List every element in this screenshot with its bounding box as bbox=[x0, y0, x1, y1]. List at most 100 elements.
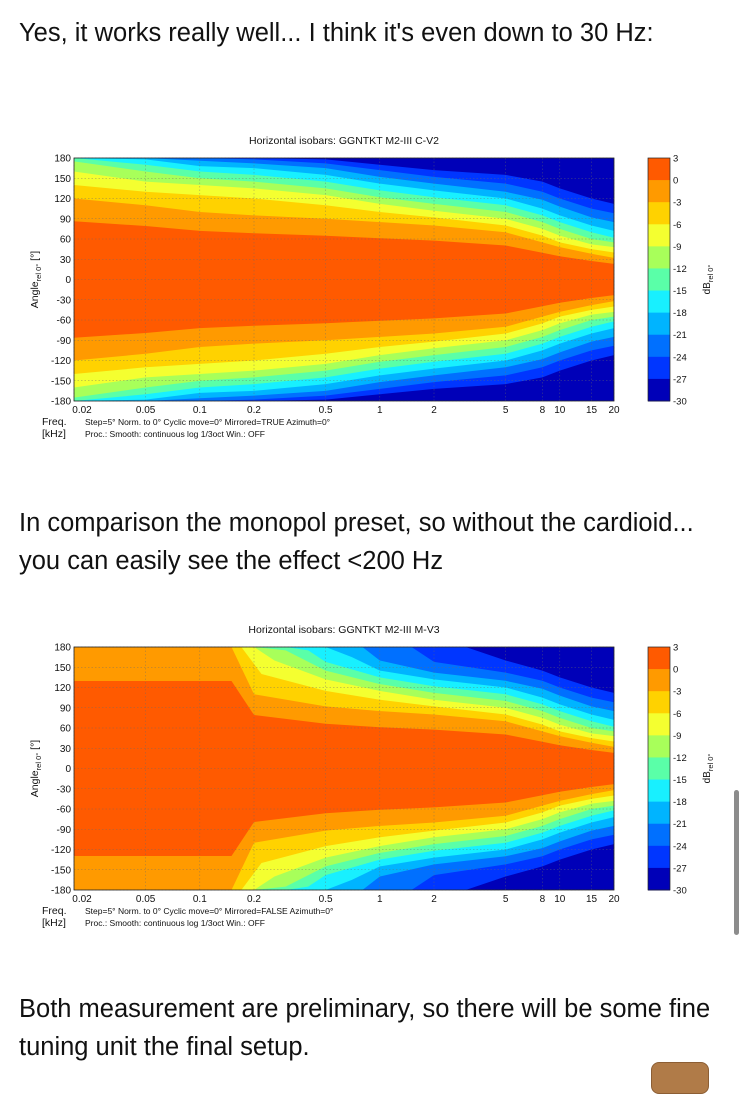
x-tick-label: 2 bbox=[431, 405, 437, 416]
y-tick-label: 120 bbox=[54, 683, 71, 694]
y-tick-label: 60 bbox=[60, 235, 72, 246]
colorbar-tick-label: -30 bbox=[673, 886, 687, 897]
colorbar-tick-label: -27 bbox=[673, 863, 687, 874]
colorbar-tick-label: -12 bbox=[673, 264, 687, 275]
colorbar-tick-label: -18 bbox=[673, 308, 687, 319]
colorbar-segment bbox=[648, 180, 670, 203]
colorbar-tick-label: 3 bbox=[673, 643, 678, 654]
x-tick-label: 0.02 bbox=[72, 894, 92, 905]
heatmap-area bbox=[74, 158, 614, 401]
colorbar-segment bbox=[648, 669, 670, 692]
colorbar-segment bbox=[648, 757, 670, 781]
colorbar-segment bbox=[648, 845, 670, 869]
colorbar-segment bbox=[648, 801, 670, 825]
x-tick-label: 5 bbox=[503, 894, 509, 905]
post-paragraph-2: In comparison the monopol preset, so wit… bbox=[19, 509, 694, 575]
colorbar-segment bbox=[648, 713, 670, 736]
x-tick-label: 0.1 bbox=[193, 894, 207, 905]
colorbar-tick-label: -9 bbox=[673, 731, 681, 742]
colorbar-segment bbox=[648, 202, 670, 225]
colorbar-tick-label: 3 bbox=[673, 154, 678, 165]
colorbar-segment bbox=[648, 823, 670, 847]
footer-settings: Step=5° Norm. to 0° Cyclic move=0° Mirro… bbox=[85, 417, 330, 427]
colorbar-label: dBrel 0° bbox=[702, 754, 715, 784]
colorbar-segment bbox=[648, 312, 670, 336]
plot-frame bbox=[73, 646, 615, 891]
x-tick-label: 0.5 bbox=[319, 894, 333, 905]
colorbar-tick-label: -30 bbox=[673, 397, 687, 408]
y-tick-label: 60 bbox=[60, 724, 72, 735]
x-tick-label: 20 bbox=[608, 405, 620, 416]
colorbar-tick-label: -27 bbox=[673, 374, 687, 385]
x-axis-label: Freq. bbox=[42, 416, 67, 428]
x-tick-label: 0.05 bbox=[136, 894, 156, 905]
plot-frame bbox=[73, 157, 615, 402]
colorbar-tick-label: -15 bbox=[673, 775, 687, 786]
x-tick-label: 15 bbox=[586, 405, 598, 416]
y-tick-label: -180 bbox=[51, 886, 71, 897]
y-tick-label: -180 bbox=[51, 397, 71, 408]
y-tick-label: 0 bbox=[65, 275, 71, 286]
colorbar-segment bbox=[648, 735, 670, 758]
post-paragraph-3: Both measurement are preliminary, so the… bbox=[19, 995, 711, 1061]
x-tick-label: 1 bbox=[377, 405, 383, 416]
colorbar-tick-label: -24 bbox=[673, 352, 687, 363]
chart-title: Horizontal isobars: GGNTKT M2-III C-V2 bbox=[249, 135, 439, 147]
x-tick-label: 10 bbox=[554, 405, 566, 416]
x-tick-label: 0.2 bbox=[247, 405, 261, 416]
colorbar-tick-label: -21 bbox=[673, 330, 687, 341]
y-tick-label: 180 bbox=[54, 154, 71, 165]
y-tick-label: 90 bbox=[60, 214, 72, 225]
colorbar-tick-label: -24 bbox=[673, 841, 687, 852]
x-tick-label: 8 bbox=[540, 405, 546, 416]
colorbar-tick-label: -9 bbox=[673, 242, 681, 253]
colorbar-tick-label: -21 bbox=[673, 819, 687, 830]
x-tick-label: 2 bbox=[431, 894, 437, 905]
colorbar-segment bbox=[648, 691, 670, 714]
y-tick-label: -60 bbox=[57, 316, 72, 327]
chart-svg: Horizontal isobars: GGNTKT M2-III M-V3 1 8… bbox=[29, 624, 715, 929]
colorbar-tick-label: -3 bbox=[673, 687, 681, 698]
colorbar-frame bbox=[647, 646, 671, 891]
post-paragraph-1: Yes, it works really well... I think it'… bbox=[19, 19, 654, 47]
chart-svg: Horizontal isobars: GGNTKT M2-III C-V218… bbox=[29, 135, 715, 440]
colorbar-tick-label: -6 bbox=[673, 220, 681, 231]
y-tick-label: 120 bbox=[54, 194, 71, 205]
colorbar-segment bbox=[648, 378, 670, 402]
y-tick-label: -60 bbox=[57, 805, 72, 816]
x-tick-label: 0.1 bbox=[193, 405, 207, 416]
colorbar-tick-label: -15 bbox=[673, 286, 687, 297]
chart-title: Horizontal isobars: GGNTKT M2-III M-V3 bbox=[248, 624, 439, 636]
footer-processing: Proc.: Smooth: continuous log 1/3oct Win… bbox=[85, 429, 265, 439]
colorbar-segment bbox=[648, 779, 670, 803]
y-tick-label: -120 bbox=[51, 845, 71, 856]
colorbar-frame bbox=[647, 157, 671, 402]
y-tick-label: 90 bbox=[60, 703, 72, 714]
colorbar-segment bbox=[648, 158, 670, 181]
isobar-chart-monopol[interactable]: Horizontal isobars: GGNTKT M2-III M-V3 1 8… bbox=[22, 617, 724, 947]
colorbar-tick-label: -12 bbox=[673, 753, 687, 764]
x-tick-label: 0.5 bbox=[319, 405, 333, 416]
x-tick-label: 20 bbox=[608, 894, 620, 905]
y-tick-label: 30 bbox=[60, 255, 72, 266]
x-tick-label: 8 bbox=[540, 894, 546, 905]
x-tick-label: 1 bbox=[377, 894, 383, 905]
floating-action-button[interactable] bbox=[651, 1062, 709, 1094]
y-tick-label: 30 bbox=[60, 744, 72, 755]
y-tick-label: 150 bbox=[54, 174, 71, 185]
x-tick-label: 0.05 bbox=[136, 405, 156, 416]
colorbar-segment bbox=[648, 246, 670, 269]
y-tick-label: 150 bbox=[54, 663, 71, 674]
x-axis-unit: [kHz] bbox=[42, 917, 66, 929]
colorbar-tick-label: -18 bbox=[673, 797, 687, 808]
x-tick-label: 15 bbox=[586, 894, 598, 905]
y-tick-label: -150 bbox=[51, 865, 71, 876]
isobar-chart-cardioid[interactable]: Horizontal isobars: GGNTKT M2-III C-V2 18… bbox=[22, 128, 724, 458]
colorbar-tick-label: -6 bbox=[673, 709, 681, 720]
colorbar-segment bbox=[648, 290, 670, 314]
scrollbar-thumb[interactable] bbox=[734, 790, 739, 935]
colorbar-segment bbox=[648, 334, 670, 358]
y-tick-label: -120 bbox=[51, 356, 71, 367]
y-tick-label: -90 bbox=[57, 336, 72, 347]
colorbar-segment bbox=[648, 224, 670, 247]
